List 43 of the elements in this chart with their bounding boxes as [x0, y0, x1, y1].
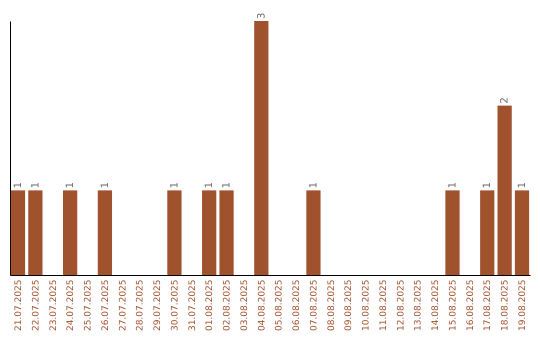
x-tick-label: 13.08.2025 [414, 280, 424, 332]
data-label: 1 [100, 182, 111, 188]
x-tick-label: 22.07.2025 [31, 280, 42, 332]
x-tick-label: 21.07.2025 [14, 280, 24, 332]
x-tick-label: 17.08.2025 [483, 280, 494, 332]
x-tick-label: 05.08.2025 [274, 280, 285, 332]
data-label: 1 [169, 182, 180, 188]
data-label: 1 [204, 182, 216, 188]
data-label: 2 [500, 97, 511, 104]
x-tick-label: 08.08.2025 [326, 280, 337, 332]
data-label: 1 [308, 182, 320, 188]
x-tick-label: 28.07.2025 [136, 280, 146, 332]
x-tick-label: 16.08.2025 [466, 280, 476, 332]
x-tick-label: 27.07.2025 [118, 280, 128, 332]
data-label: 3 [256, 12, 268, 19]
x-tick-label: 02.08.2025 [222, 280, 233, 332]
x-tick-label: 04.08.2025 [257, 280, 268, 332]
x-tick-label: 03.08.2025 [240, 280, 250, 332]
x-tick-label: 18.08.2025 [500, 280, 511, 332]
x-tick-label: 29.07.2025 [153, 280, 164, 332]
x-tick-label: 30.07.2025 [170, 280, 180, 332]
x-tick-label: 23.07.2025 [48, 280, 59, 332]
x-tick-label: 25.07.2025 [84, 280, 94, 332]
data-label: 1 [12, 182, 24, 188]
data-label: 1 [447, 182, 458, 188]
x-tick-label: 09.08.2025 [344, 280, 354, 332]
x-tick-label: 06.08.2025 [292, 280, 302, 332]
x-tick-label: 07.08.2025 [309, 280, 320, 332]
data-label: 1 [482, 182, 494, 188]
x-tick-label: 24.07.2025 [66, 280, 76, 332]
data-label: 1 [222, 182, 233, 188]
x-tick-label: 12.08.2025 [396, 280, 406, 332]
x-tick-label: 15.08.2025 [448, 280, 458, 332]
x-tick-label: 10.08.2025 [362, 280, 372, 332]
data-label: 1 [30, 182, 42, 188]
x-tick-label: 01.08.2025 [205, 280, 216, 332]
data-label: 1 [517, 182, 528, 188]
x-tick-label: 14.08.2025 [431, 280, 442, 332]
x-tick-label: 11.08.2025 [378, 280, 389, 332]
x-tick-label: 19.08.2025 [518, 280, 528, 332]
x-tick-label: 26.07.2025 [100, 280, 111, 332]
data-label: 1 [65, 182, 76, 188]
x-tick-label: 31.07.2025 [188, 280, 198, 332]
